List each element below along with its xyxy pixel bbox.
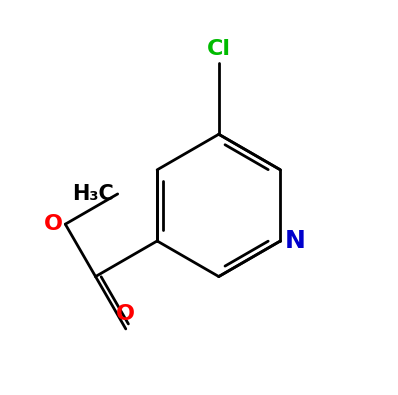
Text: H₃C: H₃C — [72, 184, 114, 204]
Text: O: O — [116, 304, 135, 324]
Text: N: N — [285, 229, 306, 253]
Text: O: O — [44, 214, 63, 234]
Text: Cl: Cl — [207, 39, 231, 59]
